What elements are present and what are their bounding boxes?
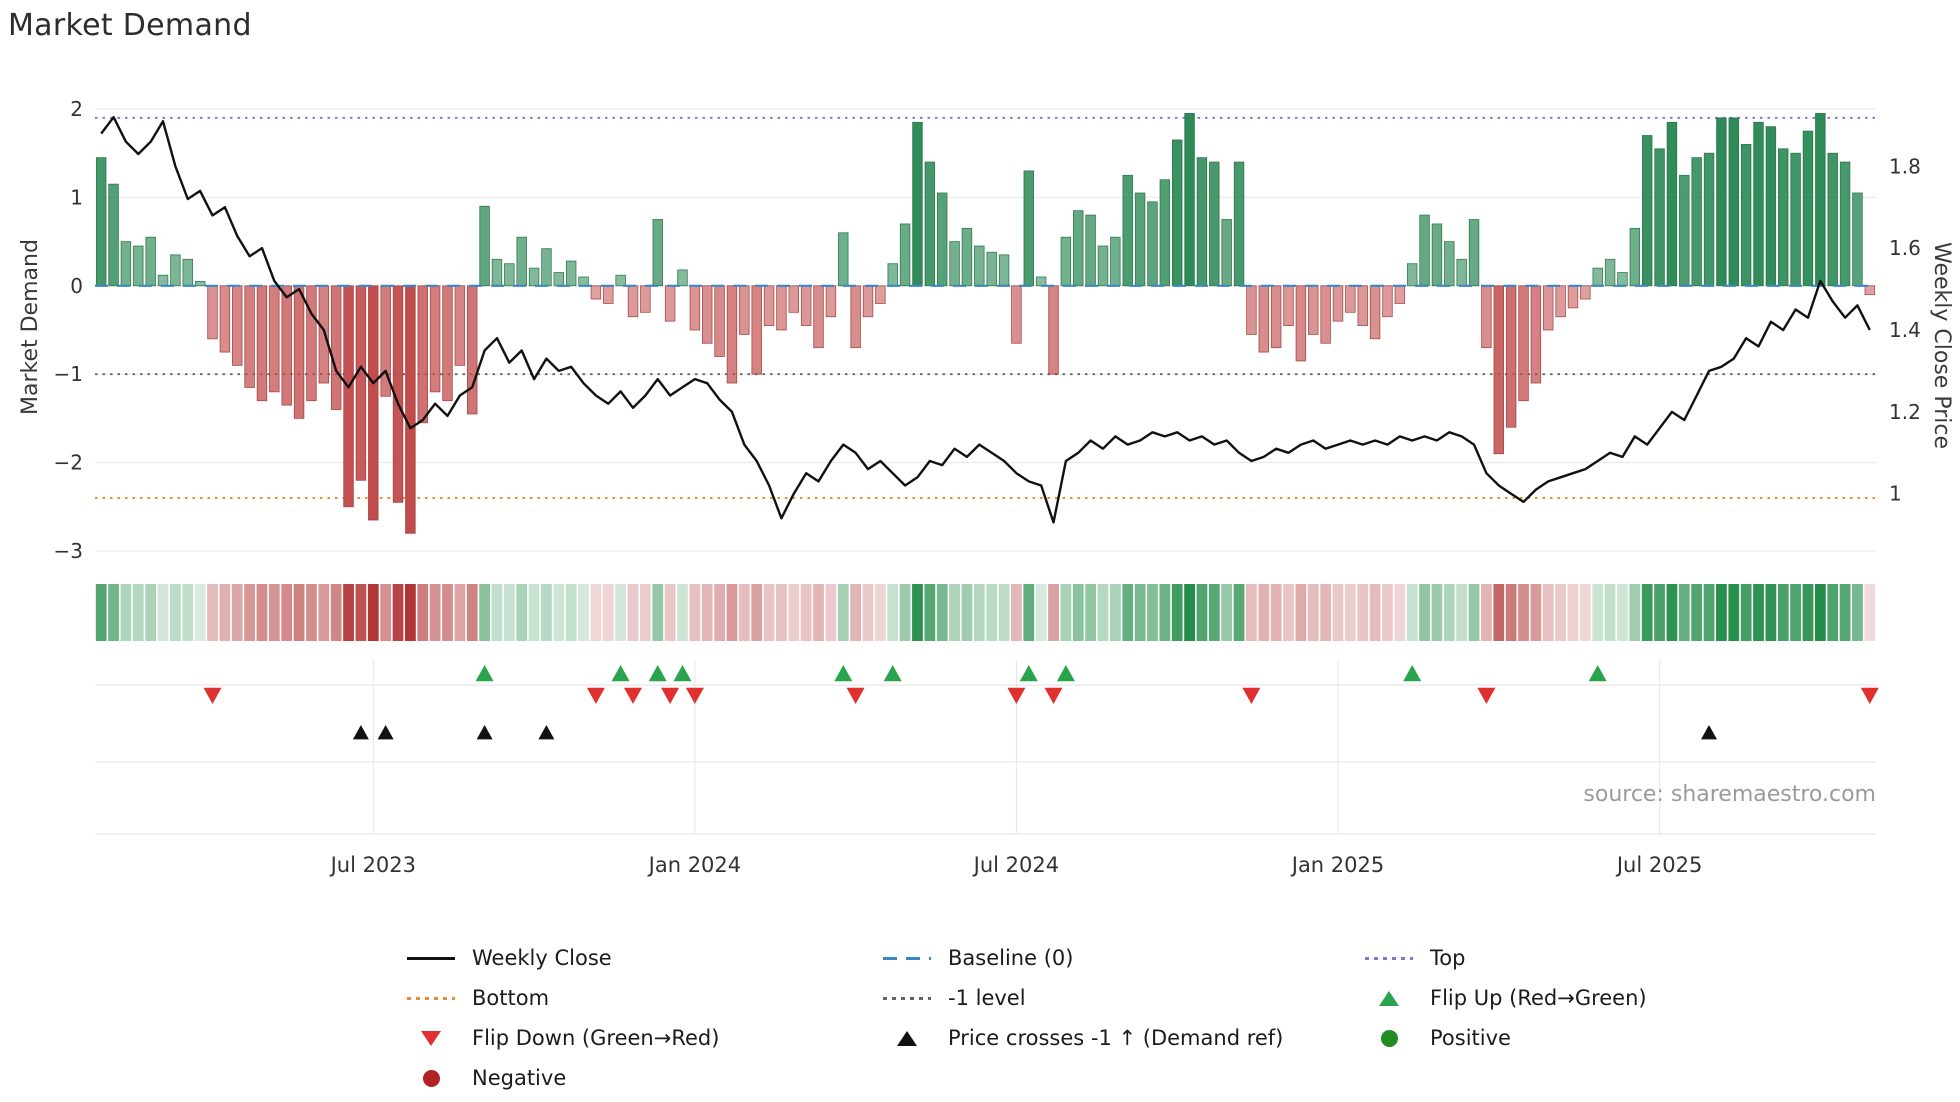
baseline-icon-box [882, 956, 932, 960]
svg-text:1: 1 [70, 185, 83, 209]
marker-panel-grid: Jul 2023 Jan 2024 Jul 2024 Jan 2025 Jul 2025 [95, 660, 1876, 877]
bottom-line-icon [407, 996, 455, 1000]
chart-legend: Weekly Close Bottom Flip Down (Green→Red… [95, 938, 1876, 1100]
minus1-line-icon [883, 996, 931, 1000]
flip-up-marker [1019, 665, 1038, 682]
legend-column-2: Baseline (0) -1 level Price crosses -1 ↑… [882, 938, 1283, 1058]
legend-label-positive: Positive [1430, 1026, 1511, 1050]
negative-icon-box [406, 1069, 456, 1087]
legend-label-flip-down: Flip Down (Green→Red) [472, 1026, 720, 1050]
price-cross-triangle-icon [897, 1030, 917, 1046]
price-cross-icon-box [882, 1030, 932, 1046]
weekly-close-line [100, 115, 1871, 524]
page-title: Market Demand [8, 8, 252, 43]
legend-item-positive: Positive [1364, 1018, 1647, 1058]
legend-label-top: Top [1430, 946, 1466, 970]
legend-item-negative: Negative [406, 1058, 719, 1098]
legend-item-price-cross: Price crosses -1 ↑ (Demand ref) [882, 1018, 1283, 1058]
svg-text:−2: −2 [54, 451, 83, 475]
price-cross-marker [377, 725, 394, 740]
flip-down-marker [586, 687, 605, 704]
svg-text:1.8: 1.8 [1889, 154, 1921, 178]
top-icon-box [1364, 956, 1414, 960]
positive-icon-box [1364, 1029, 1414, 1047]
baseline-line-icon [883, 956, 931, 960]
legend-item-flip-up: Flip Up (Red→Green) [1364, 978, 1647, 1018]
flip-down-marker [685, 687, 704, 704]
flip-up-marker [1056, 665, 1075, 682]
source-text: source: sharemaestro.com [1583, 782, 1876, 807]
legend-label-flip-up: Flip Up (Red→Green) [1430, 986, 1647, 1010]
flip-up-marker [648, 665, 667, 682]
legend-label-negative: Negative [472, 1066, 567, 1090]
svg-text:1.2: 1.2 [1889, 400, 1921, 424]
legend-label-bottom: Bottom [472, 986, 550, 1010]
flip-up-marker [475, 665, 494, 682]
flip-down-marker [203, 687, 222, 704]
svg-text:1.6: 1.6 [1889, 236, 1921, 260]
demand-heatmap-strip [95, 584, 1876, 641]
price-cross-marker [1701, 725, 1717, 740]
legend-item-bottom: Bottom [406, 978, 719, 1018]
weekly-close-line-icon [407, 956, 455, 960]
flip-down-marker [661, 687, 680, 704]
flip-up-triangle-icon [1379, 990, 1399, 1006]
legend-label-baseline: Baseline (0) [948, 946, 1074, 970]
legend-label-price-cross: Price crosses -1 ↑ (Demand ref) [948, 1026, 1284, 1050]
flip-down-triangle-icon [421, 1030, 441, 1046]
svg-text:−3: −3 [54, 539, 83, 563]
legend-item-baseline: Baseline (0) [882, 938, 1283, 978]
legend-column-1: Weekly Close Bottom Flip Down (Green→Red… [406, 938, 719, 1098]
weekly-close-icon-box [406, 956, 456, 960]
demand-bars [95, 113, 1876, 534]
svg-text:Jul 2023: Jul 2023 [329, 853, 416, 877]
svg-text:0: 0 [70, 274, 83, 298]
price-cross-marker [538, 725, 555, 740]
legend-label-minus1: -1 level [948, 986, 1026, 1010]
svg-text:1.4: 1.4 [1889, 318, 1921, 342]
flip-up-marker [1588, 665, 1607, 682]
svg-text:Jul 2025: Jul 2025 [1615, 853, 1702, 877]
event-markers [203, 665, 1879, 740]
price-cross-marker [352, 725, 369, 740]
flip-up-marker [611, 665, 630, 682]
top-line-icon [1365, 956, 1413, 960]
svg-text:Jan 2025: Jan 2025 [1290, 853, 1385, 877]
legend-item-weekly-close: Weekly Close [406, 938, 719, 978]
minus1-icon-box [882, 996, 932, 1000]
flip-up-marker [1403, 665, 1422, 682]
flip-down-icon-box [406, 1030, 456, 1046]
legend-column-3: Top Flip Up (Red→Green) Positive [1364, 938, 1647, 1058]
legend-item-top: Top [1364, 938, 1647, 978]
flip-down-marker [624, 687, 642, 704]
flip-down-marker [1044, 687, 1063, 704]
flip-down-marker [1242, 687, 1261, 704]
svg-text:−1: −1 [54, 362, 83, 386]
price-cross-marker [476, 725, 493, 740]
flip-up-marker [883, 665, 902, 682]
flip-up-marker [834, 665, 853, 682]
positive-dot-icon [1380, 1029, 1398, 1047]
svg-text:1: 1 [1889, 482, 1902, 506]
flip-down-marker [1007, 687, 1026, 704]
svg-text:Jan 2024: Jan 2024 [647, 853, 742, 877]
svg-text:2: 2 [70, 97, 83, 121]
bottom-icon-box [406, 996, 456, 1000]
negative-dot-icon [422, 1069, 440, 1087]
svg-text:Jul 2024: Jul 2024 [972, 853, 1059, 877]
legend-item-flip-down: Flip Down (Green→Red) [406, 1018, 719, 1058]
flip-down-marker [1477, 687, 1496, 704]
flip-up-marker [673, 665, 692, 682]
flip-down-marker [846, 687, 865, 704]
legend-label-weekly-close: Weekly Close [472, 946, 612, 970]
legend-item-minus1: -1 level [882, 978, 1283, 1018]
flip-down-marker [1860, 687, 1879, 704]
flip-up-icon-box [1364, 990, 1414, 1006]
